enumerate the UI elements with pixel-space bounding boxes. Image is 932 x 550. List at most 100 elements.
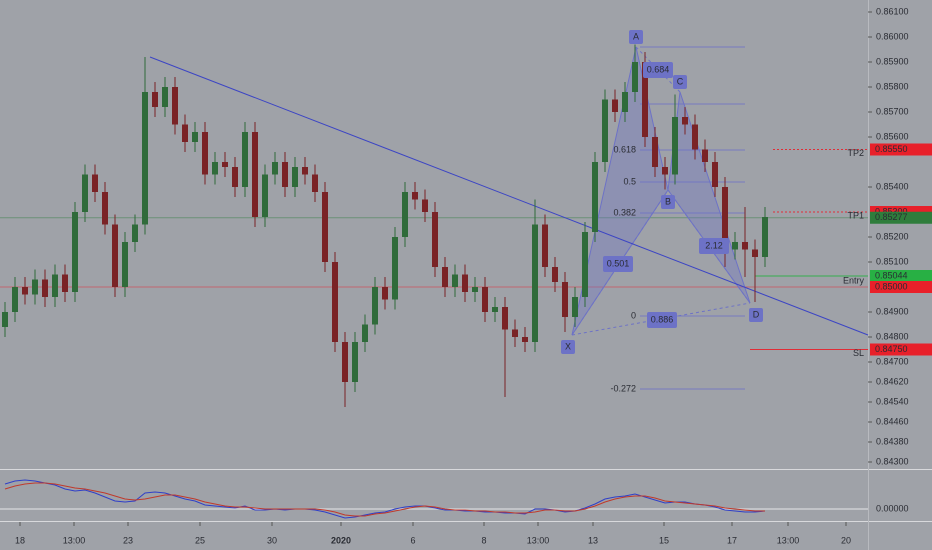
price-tag — [870, 270, 932, 282]
candle-body — [282, 162, 288, 187]
pattern-point-label: A — [633, 31, 639, 41]
ratio-box — [603, 256, 633, 272]
candle-body — [502, 307, 508, 330]
candle-body — [582, 232, 588, 297]
candle-body — [122, 242, 128, 287]
candle-body — [102, 192, 108, 225]
pattern-point-label: D — [753, 309, 760, 319]
x-tick-label: 17 — [727, 535, 737, 545]
y-tick-label: 0.84900 — [876, 306, 909, 316]
candle-body — [292, 167, 298, 187]
candle-body — [332, 262, 338, 342]
x-tick-label: 18 — [15, 535, 25, 545]
pattern-point-label: B — [665, 196, 671, 206]
x-tick-label: 6 — [410, 535, 415, 545]
y-tick-label: 0.84800 — [876, 331, 909, 341]
y-tick-label: 0.85600 — [876, 131, 909, 141]
candle-body — [202, 132, 208, 175]
candle-body — [402, 192, 408, 237]
candle-body — [742, 242, 748, 250]
candle-body — [352, 342, 358, 382]
fib-label: 0.618 — [613, 144, 636, 154]
ratio-label: 0.684 — [647, 64, 670, 74]
candle-body — [422, 199, 428, 212]
oscillator-line — [4, 479, 766, 519]
candle-body — [362, 324, 368, 342]
candle-body — [112, 224, 118, 287]
price-tag — [870, 281, 932, 293]
candle-body — [532, 224, 538, 342]
price-tag — [870, 343, 932, 356]
ratio-label: 2.12 — [705, 240, 723, 250]
candle-body — [492, 307, 498, 312]
candle-body — [602, 99, 608, 162]
price-tag — [870, 211, 932, 224]
x-tick-label: 13:00 — [63, 535, 86, 545]
price-tag-name: TP2 — [847, 148, 864, 158]
candle-body — [512, 329, 518, 337]
x-tick-label: 15 — [659, 535, 669, 545]
candle-body — [382, 287, 388, 300]
candle-body — [732, 242, 738, 250]
oscillator-tick-label: 0.00000 — [876, 503, 909, 513]
candle-body — [722, 187, 728, 250]
candle-body — [342, 342, 348, 382]
candle-body — [472, 287, 478, 292]
candle-body — [242, 132, 248, 187]
candle-body — [62, 274, 68, 292]
candle-body — [552, 267, 558, 282]
candle-body — [32, 279, 38, 295]
candle-body — [592, 162, 598, 232]
candle-body — [312, 174, 318, 192]
candle-body — [222, 162, 228, 167]
candle-body — [632, 62, 638, 92]
price-tag-name: SL — [853, 348, 864, 358]
ratio-box — [647, 312, 677, 328]
y-tick-label: 0.84380 — [876, 436, 909, 446]
ratio-label: 0.886 — [651, 314, 674, 324]
pattern-point-box — [561, 340, 575, 354]
pattern-point-box — [749, 308, 763, 322]
price-tag-label: 0.85044 — [875, 270, 908, 280]
candle-body — [42, 279, 48, 297]
candle-body — [82, 174, 88, 212]
y-tick-label: 0.84540 — [876, 396, 909, 406]
y-tick-label: 0.85800 — [876, 81, 909, 91]
candle-body — [752, 249, 758, 257]
y-tick-label: 0.85700 — [876, 106, 909, 116]
y-tick-label: 0.84620 — [876, 376, 909, 386]
price-tag-label: 0.84750 — [875, 344, 908, 354]
x-tick-label: 25 — [195, 535, 205, 545]
x-tick-label: 8 — [481, 535, 486, 545]
candle-body — [442, 267, 448, 287]
pattern-point-label: C — [677, 76, 684, 86]
y-tick-label: 0.86100 — [876, 6, 909, 16]
candle-body — [232, 167, 238, 187]
x-tick-label: 20 — [841, 535, 851, 545]
x-tick-label: 13:00 — [777, 535, 800, 545]
candle-body — [272, 162, 278, 175]
x-tick-label: 2020 — [331, 535, 351, 545]
fib-label: 0.382 — [613, 207, 636, 217]
pattern-point-box — [629, 30, 643, 44]
candle-body — [12, 287, 18, 312]
oscillator-line — [4, 482, 765, 517]
candle-body — [672, 117, 678, 175]
candle-body — [652, 137, 658, 167]
price-tag-label: 0.85300 — [875, 206, 908, 216]
pattern-point-box — [673, 75, 687, 89]
candle-body — [612, 99, 618, 112]
price-tag-name: TP1 — [847, 210, 864, 220]
pattern-point-box — [661, 195, 675, 209]
y-tick-label: 0.86000 — [876, 31, 909, 41]
price-tag-label: 0.85550 — [875, 144, 908, 154]
candle-body — [142, 92, 148, 225]
trendline — [149, 56, 869, 336]
candle-body — [92, 174, 98, 192]
candle-body — [212, 162, 218, 175]
candle-body — [182, 124, 188, 142]
candle-body — [642, 62, 648, 137]
candle-body — [412, 192, 418, 200]
